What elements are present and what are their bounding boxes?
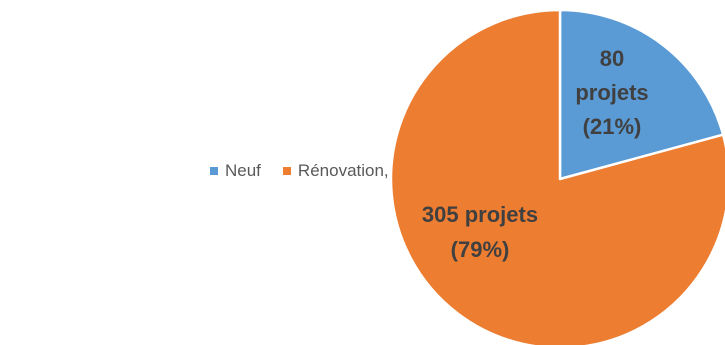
legend-label-neuf: Neuf xyxy=(225,161,261,180)
data-label-renovation: 305 projets (79%) xyxy=(422,202,538,262)
pie-slices xyxy=(389,8,725,345)
data-label-neuf: 80 projets (21%) xyxy=(575,46,648,139)
data-label-line: projets xyxy=(575,80,648,105)
legend-swatch-renovation xyxy=(282,167,291,175)
data-label-line: (79%) xyxy=(451,237,510,262)
pie-slice-neuf xyxy=(558,8,725,181)
pie-data-labels: 80 projets (21%) 305 projets (79%) xyxy=(422,46,649,262)
data-label-line: 305 projets xyxy=(422,202,538,227)
data-label-line: 80 xyxy=(600,46,624,71)
data-label-line: (21%) xyxy=(583,114,642,139)
legend-swatch-neuf xyxy=(210,167,218,175)
pie-slice-renovation xyxy=(389,8,725,345)
legend-item-neuf: Neuf xyxy=(210,161,261,181)
